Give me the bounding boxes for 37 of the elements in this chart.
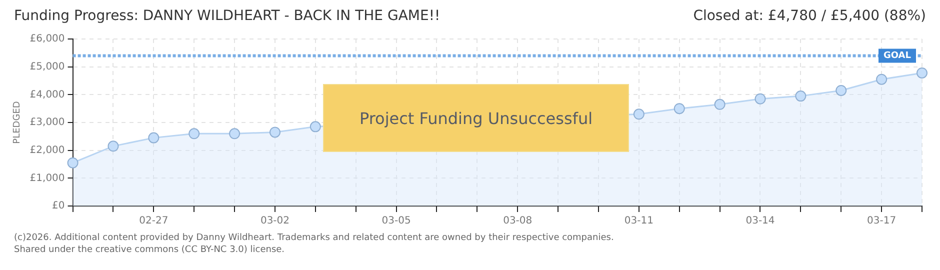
annotation: Project Funding Unsuccessful — [359, 108, 593, 128]
point — [148, 132, 160, 144]
point — [836, 84, 847, 96]
y-tick-label: £5,000 — [30, 61, 65, 72]
x-tick-label: 03-02 — [260, 216, 290, 227]
notice-box: Project Funding Unsuccessful — [323, 84, 629, 152]
y-tick-label: £0 — [52, 200, 65, 212]
y-axis-title: PLEDGED — [12, 101, 23, 144]
point — [754, 93, 766, 104]
y-tick-label: £1,000 — [30, 172, 65, 184]
y-tick-label: £6,000 — [30, 34, 65, 45]
y-tick-label: £2,000 — [30, 144, 65, 156]
point — [229, 128, 240, 140]
point — [310, 121, 321, 132]
chart-title: Funding Progress: DANNY WILDHEART - BACK IN THE GAME!! — [14, 8, 440, 26]
point — [269, 126, 280, 138]
point — [188, 128, 200, 140]
text: Shared under the creative commons (CC BY-NC 3.0) license. — [14, 244, 286, 256]
point — [916, 67, 928, 78]
point — [108, 140, 119, 152]
y-tick-label: £4,000 — [30, 89, 65, 100]
point — [714, 98, 726, 110]
point — [67, 157, 78, 168]
point — [876, 74, 888, 85]
x-tick-label: 03-17 — [867, 216, 896, 227]
y-tick-label: £3,000 — [30, 117, 65, 128]
x-tick-label: 02-27 — [139, 216, 168, 227]
point — [633, 108, 644, 120]
x-tick-label: 03-08 — [503, 216, 532, 227]
x-tick-label: 03-14 — [746, 216, 775, 227]
chart-subtitle: Closed at: £4,780 / £5,400 (88%) — [693, 8, 926, 26]
point — [674, 103, 685, 114]
x-tick-label: 03-11 — [624, 216, 654, 227]
x-tick-label: 03-05 — [382, 216, 411, 227]
text: (c)2026. Additional content provided by Danny Wildheart. Trademarks and related content are owned by their respective companies. — [14, 232, 615, 244]
point — [795, 90, 806, 102]
ref-line-label: GOAL — [884, 51, 912, 62]
